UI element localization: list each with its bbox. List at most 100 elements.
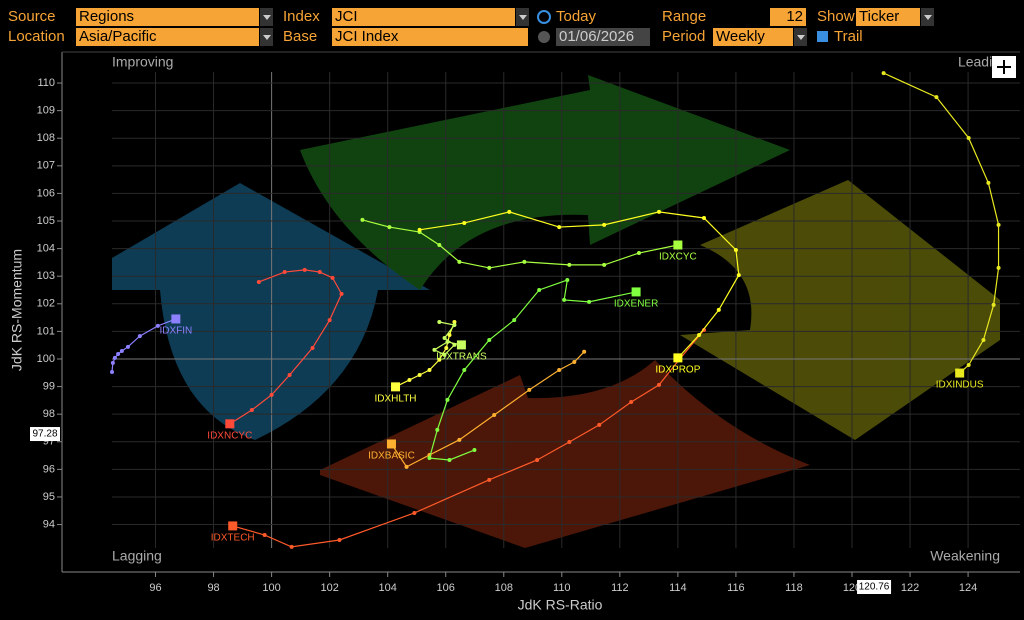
trail-point bbox=[597, 422, 602, 427]
trail-checkbox[interactable] bbox=[817, 31, 828, 42]
ticker-label: IDXTRANS bbox=[436, 352, 487, 363]
radio-date[interactable] bbox=[538, 31, 550, 43]
index-field[interactable]: JCI bbox=[332, 8, 528, 26]
y-tick-label: 94 bbox=[43, 518, 55, 530]
ticker-label: IDXBASIC bbox=[368, 451, 415, 462]
label: Index bbox=[283, 8, 320, 25]
quadrant-label: Lagging bbox=[112, 548, 162, 564]
trail-point bbox=[287, 372, 292, 377]
rotation-arrows bbox=[112, 75, 1000, 548]
x-tick-label: 118 bbox=[785, 582, 803, 594]
head-marker bbox=[673, 353, 683, 363]
trail-point bbox=[387, 225, 392, 230]
trail-point bbox=[435, 427, 440, 432]
trail-point bbox=[966, 363, 971, 368]
dropdown[interactable] bbox=[259, 28, 273, 46]
trail-point bbox=[119, 348, 124, 353]
label: Base bbox=[283, 28, 318, 45]
trail-point bbox=[249, 408, 254, 413]
trail-point bbox=[602, 262, 607, 267]
x-tick-label: 112 bbox=[611, 582, 629, 594]
trail-point bbox=[137, 334, 142, 339]
ticker-label: IDXFIN bbox=[159, 326, 192, 337]
quadrant-label: Weakening bbox=[930, 548, 1000, 564]
trail-point bbox=[557, 368, 562, 373]
location-field[interactable]: Asia/Pacific bbox=[76, 28, 272, 46]
head-marker bbox=[673, 240, 683, 250]
trail-point bbox=[330, 275, 335, 280]
x-axis-title: JdK RS-Ratio bbox=[518, 597, 603, 613]
trail-point bbox=[457, 259, 462, 264]
dropdown[interactable] bbox=[515, 8, 529, 26]
x-tick-label: 114 bbox=[669, 582, 687, 594]
trail-point bbox=[110, 360, 115, 365]
x-tick-label: 98 bbox=[207, 582, 219, 594]
range-field[interactable]: 12 bbox=[770, 8, 806, 26]
trail-point bbox=[512, 318, 517, 323]
trail-point bbox=[492, 412, 497, 417]
trail-point bbox=[537, 287, 542, 292]
label: Range bbox=[662, 8, 707, 25]
trail-point bbox=[116, 352, 121, 357]
x-tick-label: 124 bbox=[959, 582, 977, 594]
y-tick-label: 102 bbox=[37, 298, 55, 310]
source-field[interactable]: Regions bbox=[76, 8, 272, 26]
head-marker bbox=[456, 340, 466, 350]
trail-point bbox=[447, 332, 452, 337]
radio-today[interactable] bbox=[537, 10, 551, 24]
head-marker bbox=[171, 314, 181, 324]
trail-point bbox=[337, 537, 342, 542]
dropdown[interactable] bbox=[793, 28, 807, 46]
x-tick-label: 110 bbox=[553, 582, 571, 594]
dropdown[interactable] bbox=[920, 8, 934, 26]
x-tick-label: 104 bbox=[379, 582, 397, 594]
trail-point bbox=[702, 215, 706, 220]
quadrant-label: Improving bbox=[112, 54, 173, 70]
x-tick-label: 116 bbox=[727, 582, 745, 594]
trail-point bbox=[445, 397, 450, 402]
trail-point bbox=[452, 342, 457, 347]
trail-point bbox=[602, 222, 607, 227]
trail-point bbox=[407, 377, 412, 382]
trail-point bbox=[256, 279, 261, 284]
trail-point bbox=[487, 265, 492, 270]
y-tick-label: 98 bbox=[43, 408, 55, 420]
trail-point bbox=[657, 209, 662, 214]
trail-point bbox=[417, 227, 422, 232]
trail-point bbox=[507, 209, 512, 214]
trail-point bbox=[462, 220, 467, 225]
trail-point bbox=[657, 382, 662, 387]
date-field[interactable]: 01/06/2026 bbox=[556, 28, 650, 46]
trail-point bbox=[996, 222, 1001, 227]
trail-point bbox=[427, 456, 432, 461]
trail-point bbox=[289, 544, 294, 549]
ticker-label: IDXENER bbox=[614, 299, 658, 310]
trail-point bbox=[125, 344, 130, 349]
trail-point bbox=[487, 477, 492, 482]
trail-point bbox=[432, 347, 437, 352]
trail-point bbox=[557, 225, 562, 230]
trail-point bbox=[262, 533, 267, 538]
trail-point bbox=[462, 368, 467, 373]
trail bbox=[433, 321, 462, 356]
ticker-label: IDXINDUS bbox=[936, 380, 984, 391]
dropdown[interactable] bbox=[259, 8, 273, 26]
show-field[interactable]: Ticker bbox=[856, 8, 920, 26]
ticker-label: IDXPROP bbox=[655, 365, 700, 376]
period-field[interactable]: Weekly bbox=[713, 28, 806, 46]
head-marker bbox=[955, 368, 965, 378]
x-tick-label: 96 bbox=[149, 582, 161, 594]
trail-point bbox=[437, 357, 442, 362]
head-marker bbox=[386, 439, 396, 449]
trail-point bbox=[986, 180, 991, 185]
trail-point bbox=[527, 387, 532, 392]
base-field[interactable]: JCI Index bbox=[332, 28, 528, 46]
y-tick-label: 101 bbox=[37, 325, 55, 337]
arrow-weakening bbox=[680, 180, 1000, 440]
trail-point bbox=[991, 302, 996, 307]
ticker-label: IDXHLTH bbox=[374, 393, 416, 404]
trail-point bbox=[452, 320, 457, 325]
trail-point bbox=[404, 464, 409, 469]
y-tick-label: 110 bbox=[37, 77, 55, 89]
